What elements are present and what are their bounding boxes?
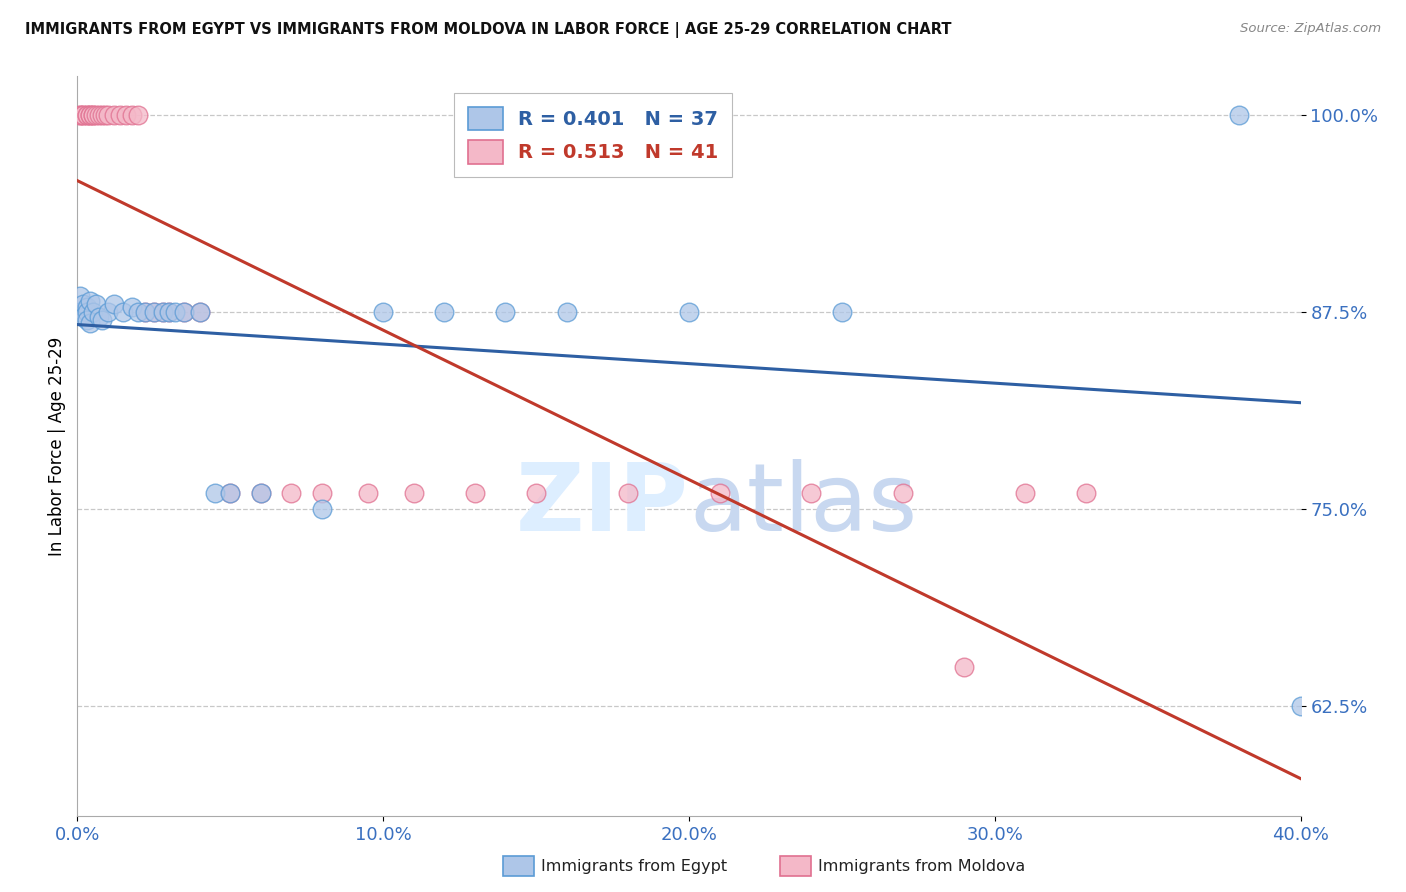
Point bbox=[134, 305, 156, 319]
Point bbox=[72, 108, 94, 122]
Point bbox=[524, 486, 547, 500]
Point bbox=[280, 486, 302, 500]
Point bbox=[250, 486, 273, 500]
Point bbox=[87, 310, 110, 324]
Point bbox=[433, 305, 456, 319]
Point bbox=[72, 108, 94, 122]
Point bbox=[1229, 108, 1251, 122]
Point bbox=[76, 305, 98, 319]
Point bbox=[79, 108, 101, 122]
Point bbox=[250, 486, 273, 500]
Point bbox=[127, 305, 149, 319]
Point bbox=[69, 289, 91, 303]
Point bbox=[617, 486, 640, 500]
Point bbox=[891, 486, 914, 500]
Point bbox=[157, 305, 180, 319]
Point bbox=[134, 305, 156, 319]
FancyBboxPatch shape bbox=[780, 856, 811, 876]
Text: atlas: atlas bbox=[689, 459, 917, 551]
Point bbox=[79, 108, 101, 122]
Point bbox=[82, 305, 104, 319]
Point bbox=[90, 313, 112, 327]
Point bbox=[69, 108, 91, 122]
Point bbox=[97, 108, 120, 122]
Point bbox=[165, 305, 187, 319]
Point bbox=[495, 305, 517, 319]
Point bbox=[831, 305, 853, 319]
Point bbox=[72, 297, 94, 311]
Text: Immigrants from Moldova: Immigrants from Moldova bbox=[818, 859, 1025, 873]
Point bbox=[72, 310, 94, 324]
Point bbox=[76, 108, 98, 122]
Point bbox=[94, 108, 117, 122]
Point bbox=[555, 305, 578, 319]
Point bbox=[84, 108, 107, 122]
Point bbox=[464, 486, 486, 500]
Point bbox=[1014, 486, 1036, 500]
Point bbox=[82, 108, 104, 122]
Point bbox=[142, 305, 165, 319]
Point bbox=[108, 108, 131, 122]
Point bbox=[76, 108, 98, 122]
Point bbox=[87, 108, 110, 122]
Point bbox=[69, 305, 91, 319]
Text: ZIP: ZIP bbox=[516, 459, 689, 551]
Point bbox=[121, 301, 143, 315]
Point bbox=[112, 305, 135, 319]
Point bbox=[188, 305, 211, 319]
Point bbox=[402, 486, 425, 500]
Point bbox=[97, 305, 120, 319]
Point bbox=[1289, 698, 1312, 713]
Point bbox=[76, 313, 98, 327]
Point bbox=[69, 108, 91, 122]
Point bbox=[709, 486, 731, 500]
Point bbox=[173, 305, 195, 319]
Point bbox=[219, 486, 242, 500]
Point bbox=[219, 486, 242, 500]
Point bbox=[157, 305, 180, 319]
Text: IMMIGRANTS FROM EGYPT VS IMMIGRANTS FROM MOLDOVA IN LABOR FORCE | AGE 25-29 CORR: IMMIGRANTS FROM EGYPT VS IMMIGRANTS FROM… bbox=[25, 22, 952, 38]
Point bbox=[204, 486, 226, 500]
Point bbox=[1076, 486, 1098, 500]
Point bbox=[311, 486, 333, 500]
Point bbox=[84, 297, 107, 311]
Point bbox=[142, 305, 165, 319]
Point bbox=[121, 108, 143, 122]
FancyBboxPatch shape bbox=[503, 856, 534, 876]
Point bbox=[188, 305, 211, 319]
Point bbox=[115, 108, 138, 122]
Point bbox=[173, 305, 195, 319]
Text: Immigrants from Egypt: Immigrants from Egypt bbox=[541, 859, 727, 873]
Point bbox=[76, 301, 98, 315]
Point bbox=[152, 305, 174, 319]
Point bbox=[103, 297, 125, 311]
Point bbox=[127, 108, 149, 122]
Point bbox=[90, 108, 112, 122]
Legend: R = 0.401   N = 37, R = 0.513   N = 41: R = 0.401 N = 37, R = 0.513 N = 41 bbox=[454, 93, 733, 178]
Y-axis label: In Labor Force | Age 25-29: In Labor Force | Age 25-29 bbox=[48, 336, 66, 556]
Point bbox=[953, 659, 976, 673]
Text: Source: ZipAtlas.com: Source: ZipAtlas.com bbox=[1240, 22, 1381, 36]
Point bbox=[357, 486, 380, 500]
Point bbox=[800, 486, 823, 500]
Point bbox=[103, 108, 125, 122]
Point bbox=[79, 316, 101, 330]
Point bbox=[152, 305, 174, 319]
Point bbox=[678, 305, 700, 319]
Point bbox=[79, 294, 101, 309]
Point bbox=[82, 108, 104, 122]
Point bbox=[311, 502, 333, 516]
Point bbox=[371, 305, 394, 319]
